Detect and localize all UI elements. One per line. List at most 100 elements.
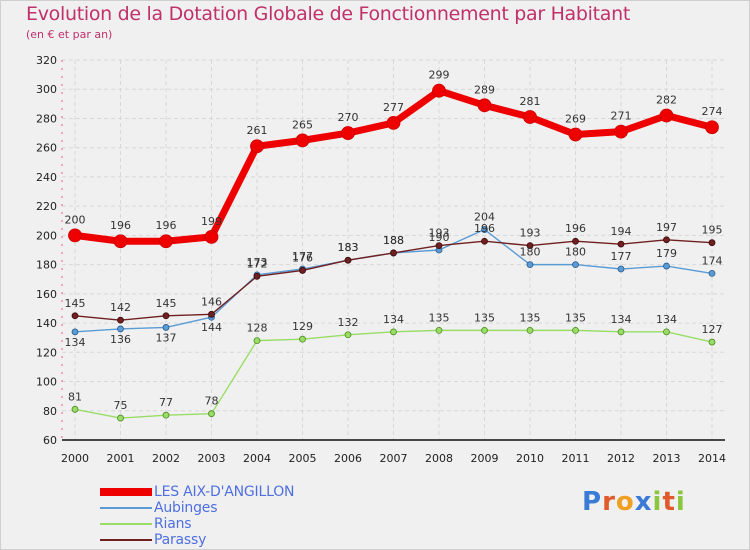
data-label: 261 <box>247 124 268 137</box>
y-tick-label: 280 <box>36 112 57 125</box>
data-label: 196 <box>565 222 586 235</box>
legend-swatch <box>100 539 152 541</box>
data-label: 77 <box>159 396 173 409</box>
data-label: 134 <box>656 313 677 326</box>
data-point <box>617 265 625 273</box>
data-point <box>523 110 537 124</box>
data-label: 196 <box>156 219 177 232</box>
data-label: 196 <box>110 219 131 232</box>
y-tick-label: 220 <box>36 200 57 213</box>
data-point <box>117 325 124 333</box>
y-tick-label: 100 <box>36 376 57 389</box>
data-label: 188 <box>383 234 404 247</box>
data-point <box>204 229 219 244</box>
legend-swatch <box>100 507 152 509</box>
data-point <box>117 316 124 324</box>
y-tick-label: 180 <box>36 259 57 272</box>
x-tick-label: 2013 <box>653 452 681 465</box>
data-label: 172 <box>247 257 268 270</box>
data-point <box>250 139 264 154</box>
data-label: 145 <box>65 297 86 310</box>
data-label: 200 <box>65 213 86 226</box>
data-point <box>572 326 579 334</box>
data-point <box>159 234 173 249</box>
x-tick-label: 2006 <box>334 452 362 465</box>
x-tick-label: 2009 <box>471 452 499 465</box>
data-point <box>68 228 82 243</box>
data-label: 173 <box>247 256 268 269</box>
data-point <box>663 236 670 244</box>
data-label: 135 <box>429 311 450 324</box>
data-point <box>71 312 79 320</box>
data-point <box>432 83 446 98</box>
x-tick-label: 2000 <box>61 452 89 465</box>
data-label: 128 <box>247 322 268 335</box>
data-label: 193 <box>429 227 450 240</box>
data-point <box>435 326 443 334</box>
legend-label: Parassy <box>154 532 207 548</box>
chart-subtitle: (en € et par an) <box>26 28 113 41</box>
data-label: 177 <box>292 250 313 263</box>
proxiti-logo: Proxiti <box>582 487 686 517</box>
data-point <box>568 127 583 142</box>
data-point <box>113 234 128 249</box>
data-point <box>208 310 215 318</box>
data-label: 281 <box>520 95 541 108</box>
y-tick-label: 200 <box>36 229 57 242</box>
data-label: 135 <box>520 311 541 324</box>
data-point <box>481 237 488 245</box>
data-label: 145 <box>156 297 177 310</box>
data-point <box>253 337 261 345</box>
data-point <box>481 326 488 334</box>
data-label: 75 <box>114 399 128 412</box>
data-label: 177 <box>611 250 632 263</box>
x-tick-label: 2004 <box>243 452 271 465</box>
data-point <box>71 405 79 413</box>
data-label: 190 <box>429 231 450 244</box>
data-label: 271 <box>611 110 632 123</box>
y-tick-label: 80 <box>43 405 57 418</box>
data-point <box>708 269 716 277</box>
data-label: 176 <box>292 251 313 264</box>
legend-label: LES AIX-D'ANGILLON <box>154 484 295 500</box>
data-point <box>617 328 625 336</box>
data-label: 204 <box>474 211 495 224</box>
y-tick-label: 60 <box>43 434 57 447</box>
data-point <box>481 226 488 233</box>
data-point <box>708 338 716 346</box>
data-point <box>71 328 79 336</box>
data-label: 81 <box>68 390 82 403</box>
data-label: 134 <box>383 313 404 326</box>
y-tick-label: 300 <box>36 83 57 96</box>
data-label: 135 <box>565 311 586 324</box>
data-point <box>117 414 124 422</box>
data-label: 299 <box>429 69 450 82</box>
data-point <box>390 249 397 257</box>
x-tick-label: 2012 <box>607 452 635 465</box>
data-label: 129 <box>292 320 313 333</box>
data-point <box>708 239 716 247</box>
data-point <box>162 324 170 331</box>
data-label: 183 <box>338 241 359 254</box>
legend-swatch <box>100 523 152 525</box>
data-label: 135 <box>474 311 495 324</box>
data-point <box>208 410 215 418</box>
x-tick-label: 2010 <box>516 452 544 465</box>
data-label: 195 <box>702 224 723 237</box>
x-tick-label: 2001 <box>107 452 135 465</box>
x-tick-label: 2014 <box>698 452 726 465</box>
x-tick-label: 2008 <box>425 452 453 465</box>
data-label: 197 <box>656 221 677 234</box>
y-tick-label: 140 <box>36 317 57 330</box>
data-point <box>663 262 670 270</box>
y-tick-label: 320 <box>36 54 57 67</box>
data-point <box>477 98 492 113</box>
chart-title: Evolution de la Dotation Globale de Fonc… <box>26 3 631 25</box>
x-tick-label: 2011 <box>562 452 590 465</box>
data-point <box>344 256 352 264</box>
data-point <box>659 108 674 123</box>
data-label: 142 <box>110 301 131 314</box>
data-label: 274 <box>702 105 723 118</box>
